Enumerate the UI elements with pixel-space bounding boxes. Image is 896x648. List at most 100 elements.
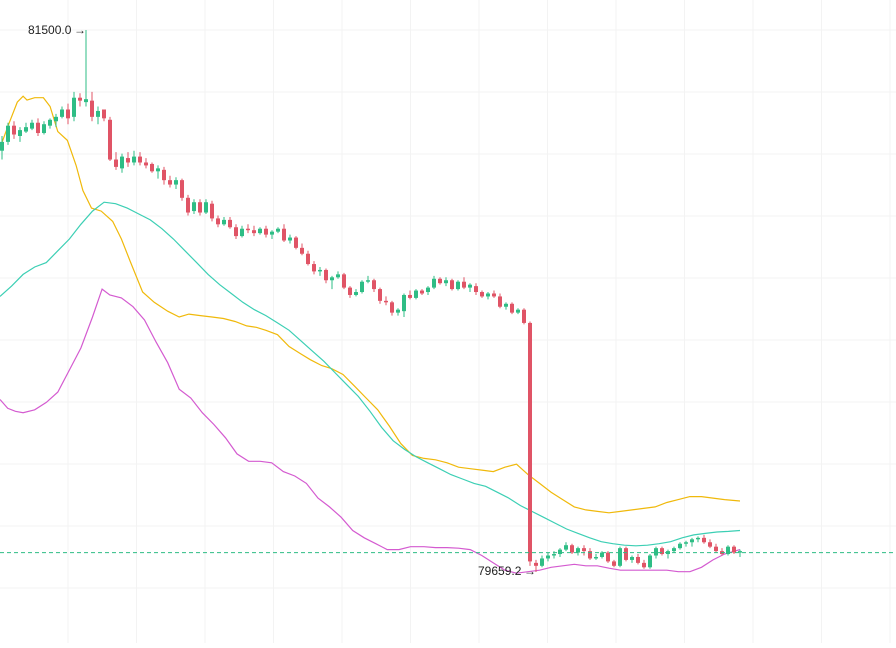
candle-body: [216, 218, 220, 225]
candle-body: [168, 180, 172, 185]
candle-body: [318, 269, 322, 272]
candle: [414, 289, 418, 300]
candle-body: [132, 156, 136, 163]
candle-body: [516, 309, 520, 313]
candle: [168, 175, 172, 188]
candle: [270, 230, 274, 240]
candle-body: [486, 293, 490, 297]
candle-body: [60, 109, 64, 117]
candle-body: [366, 280, 370, 282]
low-price-arrow: →: [524, 564, 536, 578]
candle-body: [276, 228, 280, 232]
candle: [378, 287, 382, 304]
candle-body: [420, 290, 424, 294]
candle-body: [156, 168, 160, 172]
candle-body: [648, 555, 652, 568]
candle-body: [450, 280, 454, 290]
candle: [690, 537, 694, 547]
candle: [258, 227, 262, 235]
candle-body: [612, 561, 616, 566]
candle-body: [102, 109, 106, 119]
candle: [42, 121, 46, 135]
candle-body: [384, 300, 388, 303]
candle: [510, 302, 514, 315]
candle-body: [66, 109, 70, 119]
candle: [0, 135, 4, 160]
candle: [732, 545, 736, 555]
candle: [588, 548, 592, 560]
candle-body: [180, 180, 184, 198]
candle: [300, 243, 304, 256]
candle-body: [18, 130, 22, 136]
candle: [366, 275, 370, 284]
candle: [180, 178, 184, 201]
candle: [564, 542, 568, 552]
candle-body: [348, 287, 352, 295]
candle-body: [642, 562, 646, 568]
candle: [522, 308, 526, 325]
candle: [228, 216, 232, 229]
candle: [336, 271, 340, 279]
candle-body: [414, 290, 418, 298]
candle-body: [444, 280, 448, 284]
candle-body: [144, 162, 148, 166]
candle: [402, 293, 406, 318]
candle-body: [552, 554, 556, 556]
candle-body: [210, 203, 214, 219]
candle-body: [378, 289, 382, 301]
candle-body: [474, 286, 478, 293]
candle: [666, 549, 670, 559]
candle: [516, 308, 520, 315]
candle: [114, 152, 118, 170]
upper-band-line: [0, 95, 741, 514]
candle: [282, 224, 286, 242]
candle: [576, 546, 580, 556]
candle-body: [120, 156, 124, 169]
candle: [498, 293, 502, 309]
candle-body: [240, 228, 244, 237]
candle: [162, 166, 166, 185]
candle-body: [372, 280, 376, 290]
candle-body: [174, 180, 178, 185]
candle: [546, 552, 550, 562]
candle-body: [498, 296, 502, 307]
candle-body: [618, 548, 622, 566]
candle-body: [42, 124, 46, 134]
candle: [72, 91, 76, 122]
candle-body: [426, 287, 430, 293]
candle: [618, 546, 622, 568]
candle: [264, 225, 268, 238]
candle: [216, 215, 220, 228]
candle-body: [252, 230, 256, 234]
candle-body: [702, 537, 706, 543]
candle: [48, 118, 52, 129]
candle: [324, 268, 328, 284]
candle: [342, 272, 346, 290]
candle-body: [90, 100, 94, 117]
candle-body: [726, 546, 730, 555]
candle: [570, 543, 574, 555]
candle-body: [570, 545, 574, 553]
candle-body: [162, 169, 166, 181]
lower-band-line: [0, 288, 741, 574]
candle-body: [594, 556, 598, 559]
candle-body: [336, 274, 340, 278]
candle: [594, 554, 598, 560]
candle-body: [246, 228, 250, 231]
candle-body: [186, 197, 190, 213]
candle: [474, 283, 478, 295]
candle-body: [84, 99, 88, 103]
candle-body: [660, 548, 664, 555]
candle-body: [564, 545, 568, 550]
candle: [330, 275, 334, 290]
candle: [6, 122, 10, 145]
candle-body: [234, 227, 238, 237]
candle: [420, 289, 424, 295]
candle: [582, 545, 586, 556]
candle-body: [270, 231, 274, 235]
candle: [660, 546, 664, 556]
high-price-arrow: →: [74, 23, 86, 37]
low-price-label: 79659.2: [478, 564, 522, 578]
candle: [78, 93, 82, 107]
